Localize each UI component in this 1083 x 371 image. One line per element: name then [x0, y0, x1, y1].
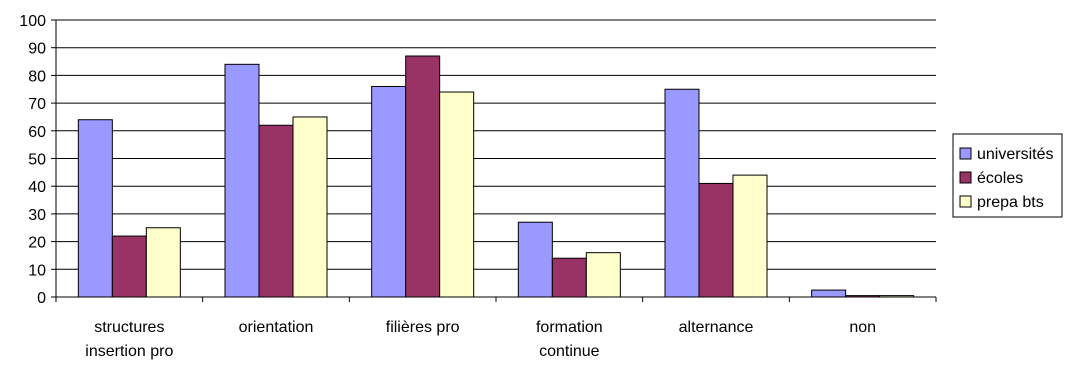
legend-label-3: prepa bts	[977, 194, 1044, 211]
bar-1-2	[224, 63, 260, 298]
y-tick-label: 70	[28, 96, 46, 113]
legend-swatch-1	[959, 147, 972, 160]
x-category-label: formation continue	[536, 319, 603, 360]
x-category-label: orientation	[239, 319, 314, 336]
bar-3-3	[439, 91, 475, 298]
y-tick-label: 40	[28, 179, 46, 196]
y-tick-label: 80	[28, 68, 46, 85]
bar-2-5	[698, 182, 734, 298]
bar-2-2	[258, 124, 294, 298]
legend-label-1: universités	[977, 146, 1053, 163]
y-tick-labels: 0 10 20 30 40 50 60 70 80 90 100	[19, 13, 46, 307]
bars	[77, 55, 915, 298]
legend-label-2: écoles	[977, 170, 1023, 187]
bar-1-4	[517, 221, 553, 298]
bar-1-5	[664, 88, 700, 298]
y-tick-label: 60	[28, 124, 46, 141]
y-tick-label: 20	[28, 235, 46, 252]
bar-2-3	[405, 55, 441, 298]
y-tick-label: 50	[28, 152, 46, 169]
bar-2-1	[111, 235, 147, 298]
y-tick-label: 10	[28, 262, 46, 279]
y-tick-label: 90	[28, 41, 46, 58]
x-category-label: filières pro	[386, 319, 460, 336]
legend-swatch-3	[959, 195, 972, 208]
x-category-label: alternance	[679, 319, 754, 336]
bar-1-1	[77, 119, 113, 298]
bar-3-1	[145, 227, 181, 298]
y-tick-label: 30	[28, 207, 46, 224]
bar-2-4	[551, 257, 587, 298]
bar-1-3	[371, 85, 407, 298]
legend: universités écoles prepa bts	[952, 133, 1063, 218]
axes	[51, 19, 937, 302]
x-category-labels: structures insertion pro orientation filièr…	[85, 319, 876, 360]
y-tick-label: 100	[19, 13, 46, 30]
bar-3-2	[292, 116, 328, 298]
y-tick-label: 0	[37, 290, 46, 307]
bar-3-5	[732, 174, 768, 298]
gridlines	[56, 19, 936, 270]
bar-3-4	[585, 252, 621, 298]
bar-1-6	[811, 289, 847, 298]
x-category-label: non	[849, 319, 876, 336]
legend-swatch-2	[959, 171, 972, 184]
x-category-label: structures insertion pro	[85, 319, 173, 360]
